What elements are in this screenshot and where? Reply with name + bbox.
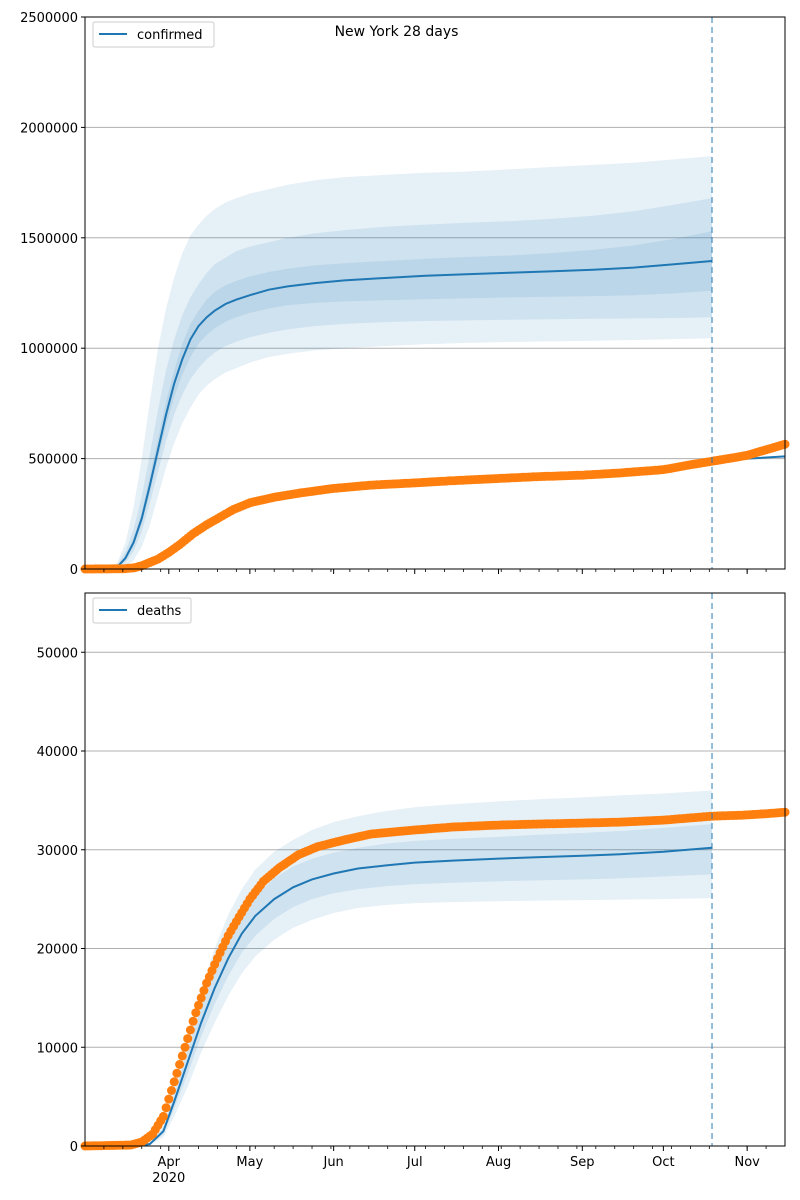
deaths-axes-frame (84, 592, 786, 1147)
confirmed-legend: confirmed (92, 21, 215, 48)
deaths-y-tick-label: 40000 (37, 745, 78, 760)
confirmed-uncertainty-band (85, 231, 712, 569)
x-tick-label: May (236, 1155, 263, 1170)
deaths-observed-point (167, 1086, 176, 1095)
deaths-observed-point (188, 1016, 198, 1026)
deaths-uncertainty-band (85, 790, 712, 1146)
deaths-observed-point (175, 1060, 185, 1069)
deaths-observed-point (164, 1094, 174, 1104)
x-tick-label: 2020 (152, 1171, 185, 1186)
deaths-observed-point (169, 1077, 179, 1087)
legend-label-deaths: deaths (137, 604, 182, 619)
confirmed-y-tick-label: 2500000 (20, 11, 78, 26)
deaths-lines (85, 846, 713, 1147)
deaths-legend: deaths (92, 597, 192, 624)
x-tick-label: Oct (652, 1155, 674, 1170)
legend-box (92, 597, 192, 624)
deaths-gridlines (85, 651, 785, 1048)
deaths-y-ticks: 0 10000 20000 30000 40000 50000 (37, 646, 85, 1155)
deaths-observed-point (196, 993, 206, 1003)
deaths-y-tick-label: 30000 (37, 844, 78, 859)
confirmed-x-ticks (103, 569, 767, 574)
legend-label-confirmed: confirmed (137, 28, 203, 43)
x-tick-label: Jun (322, 1155, 343, 1170)
legend-box (92, 21, 215, 48)
confirmed-y-tick-label: 0 (70, 563, 78, 578)
deaths-median-line (85, 846, 713, 1147)
deaths-observed-point (177, 1051, 187, 1061)
deaths-observed-point (183, 1034, 193, 1044)
deaths-observed-point (194, 1000, 203, 1010)
deaths-observed-point (185, 1025, 195, 1035)
deaths-y-tick-label: 0 (70, 1140, 78, 1155)
confirmed-median-line (85, 260, 713, 570)
chart-title: New York 28 days (335, 24, 459, 40)
confirmed-panel: 0 500000 1000000 1500000 2000000 2500000 New … (20, 11, 790, 578)
x-tick-label: Apr (158, 1155, 181, 1170)
confirmed-points (80, 439, 790, 574)
confirmed-y-tick-label: 2000000 (20, 121, 78, 136)
confirmed-axes-frame (84, 16, 786, 570)
deaths-observed-point (180, 1042, 190, 1052)
x-tick-label: Jul (406, 1155, 423, 1170)
confirmed-uncertainty-band (85, 156, 712, 569)
x-tick-label: Aug (486, 1155, 511, 1170)
deaths-y-tick-label: 20000 (37, 943, 78, 958)
confirmed-y-tick-label: 1000000 (20, 342, 78, 357)
deaths-y-tick-label: 50000 (37, 646, 78, 661)
deaths-observed-point (191, 1008, 201, 1018)
x-tick-label: Nov (734, 1155, 760, 1170)
deaths-observed-point (199, 986, 209, 995)
deaths-observed-point (158, 1111, 168, 1121)
confirmed-uncertainty-band (85, 198, 712, 569)
confirmed-bands (85, 156, 712, 569)
confirmed-gridlines (85, 16, 785, 460)
confirmed-y-tick-label: 500000 (28, 453, 78, 468)
confirmed-y-tick-label: 1500000 (20, 232, 78, 247)
confirmed-y-ticks: 0 500000 1000000 1500000 2000000 2500000 (20, 11, 85, 578)
deaths-observed-point (161, 1103, 171, 1113)
deaths-observed-point (172, 1068, 182, 1078)
x-tick-label: Sep (570, 1155, 595, 1170)
deaths-y-tick-label: 10000 (37, 1041, 78, 1056)
